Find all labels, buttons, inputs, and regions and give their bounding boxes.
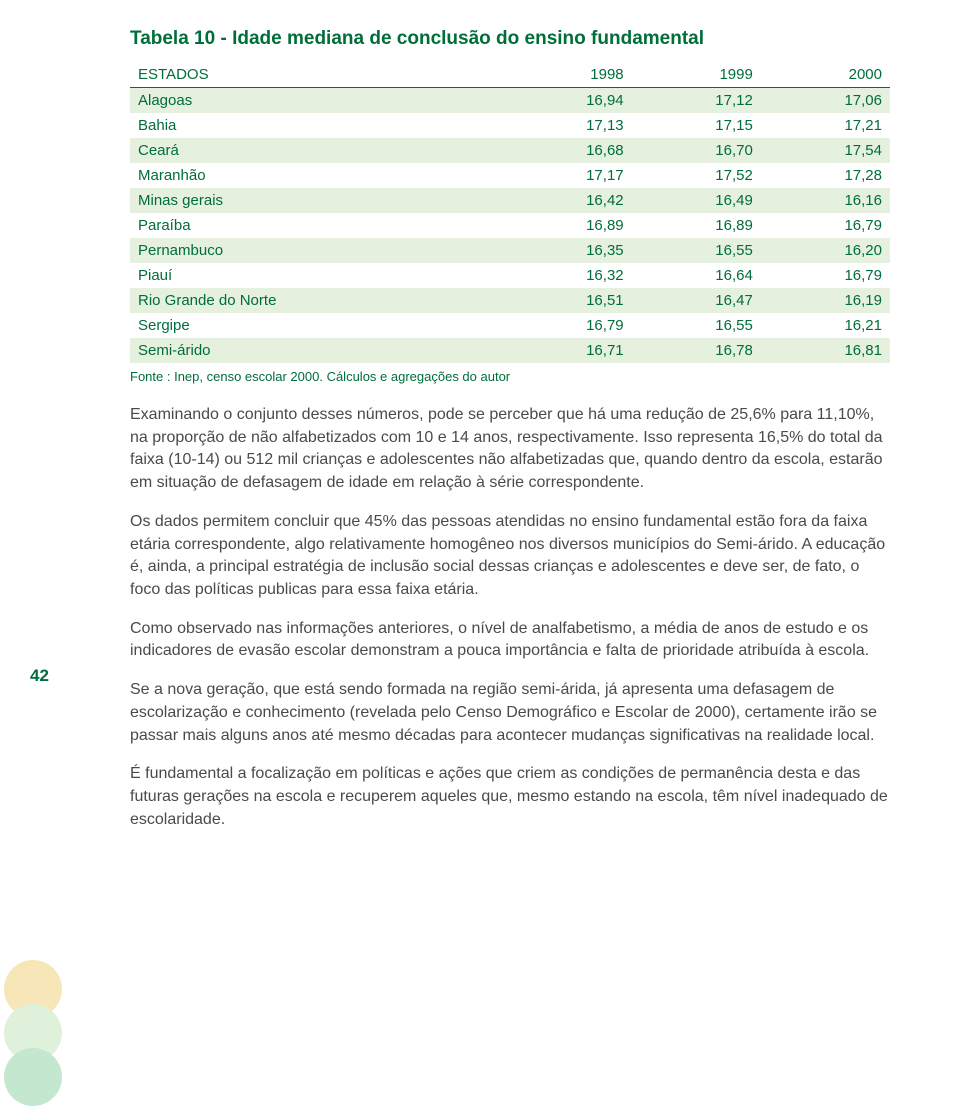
table-cell: 17,54: [761, 138, 890, 163]
table-cell: 16,47: [632, 288, 761, 313]
col-header: ESTADOS: [130, 62, 502, 88]
table-cell: Sergipe: [130, 313, 502, 338]
table-cell: 16,51: [502, 288, 631, 313]
table-row: Maranhão17,1717,5217,28: [130, 163, 890, 188]
table-cell: Pernambuco: [130, 238, 502, 263]
table-cell: 17,28: [761, 163, 890, 188]
table-cell: 16,32: [502, 263, 631, 288]
table-cell: 16,81: [761, 338, 890, 363]
table-cell: 16,64: [632, 263, 761, 288]
table-row: Pernambuco16,3516,5516,20: [130, 238, 890, 263]
table-cell: 16,21: [761, 313, 890, 338]
col-header: 1998: [502, 62, 631, 88]
decoration-dot-icon: [4, 1048, 62, 1106]
table-cell: 16,79: [761, 263, 890, 288]
table-cell: 16,71: [502, 338, 631, 363]
table-cell: 16,19: [761, 288, 890, 313]
table-cell: 17,52: [632, 163, 761, 188]
table-cell: 17,13: [502, 113, 631, 138]
table-cell: Rio Grande do Norte: [130, 288, 502, 313]
body-text: Examinando o conjunto desses números, po…: [130, 404, 890, 832]
table-row: Minas gerais16,4216,4916,16: [130, 188, 890, 213]
table-cell: 16,68: [502, 138, 631, 163]
table-cell: 17,06: [761, 88, 890, 114]
body-paragraph: É fundamental a focalização em políticas…: [130, 763, 890, 831]
table-cell: 16,20: [761, 238, 890, 263]
table-cell: 16,55: [632, 313, 761, 338]
table-cell: 16,79: [502, 313, 631, 338]
table-cell: Bahia: [130, 113, 502, 138]
table-cell: Semi-árido: [130, 338, 502, 363]
table-cell: Piauí: [130, 263, 502, 288]
table-title: Tabela 10 - Idade mediana de conclusão d…: [130, 28, 890, 50]
table-cell: 16,16: [761, 188, 890, 213]
table-row: Alagoas16,9417,1217,06: [130, 88, 890, 114]
table-cell: 16,94: [502, 88, 631, 114]
data-table: ESTADOS 1998 1999 2000 Alagoas16,9417,12…: [130, 62, 890, 363]
body-paragraph: Se a nova geração, que está sendo formad…: [130, 679, 890, 747]
table-cell: Maranhão: [130, 163, 502, 188]
table-row: Paraíba16,8916,8916,79: [130, 213, 890, 238]
table-cell: Alagoas: [130, 88, 502, 114]
table-cell: 16,49: [632, 188, 761, 213]
table-cell: 16,35: [502, 238, 631, 263]
col-header: 2000: [761, 62, 890, 88]
table-cell: 16,55: [632, 238, 761, 263]
table-header-row: ESTADOS 1998 1999 2000: [130, 62, 890, 88]
body-paragraph: Como observado nas informações anteriore…: [130, 618, 890, 663]
table-row: Bahia17,1317,1517,21: [130, 113, 890, 138]
body-paragraph: Os dados permitem concluir que 45% das p…: [130, 511, 890, 602]
table-cell: 16,42: [502, 188, 631, 213]
table-cell: Minas gerais: [130, 188, 502, 213]
table-cell: Ceará: [130, 138, 502, 163]
table-row: Semi-árido16,7116,7816,81: [130, 338, 890, 363]
decorative-dots: [4, 974, 62, 1106]
table-cell: Paraíba: [130, 213, 502, 238]
table-cell: 16,78: [632, 338, 761, 363]
table-row: Piauí16,3216,6416,79: [130, 263, 890, 288]
table-row: Ceará16,6816,7017,54: [130, 138, 890, 163]
table-row: Sergipe16,7916,5516,21: [130, 313, 890, 338]
col-header: 1999: [632, 62, 761, 88]
body-paragraph: Examinando o conjunto desses números, po…: [130, 404, 890, 495]
table-cell: 17,12: [632, 88, 761, 114]
table-cell: 16,89: [502, 213, 631, 238]
table-cell: 17,15: [632, 113, 761, 138]
table-cell: 16,79: [761, 213, 890, 238]
table-cell: 16,70: [632, 138, 761, 163]
table-cell: 17,21: [761, 113, 890, 138]
table-row: Rio Grande do Norte16,5116,4716,19: [130, 288, 890, 313]
table-source: Fonte : Inep, censo escolar 2000. Cálcul…: [130, 369, 890, 384]
table-cell: 17,17: [502, 163, 631, 188]
table-cell: 16,89: [632, 213, 761, 238]
page-number: 42: [30, 666, 49, 686]
